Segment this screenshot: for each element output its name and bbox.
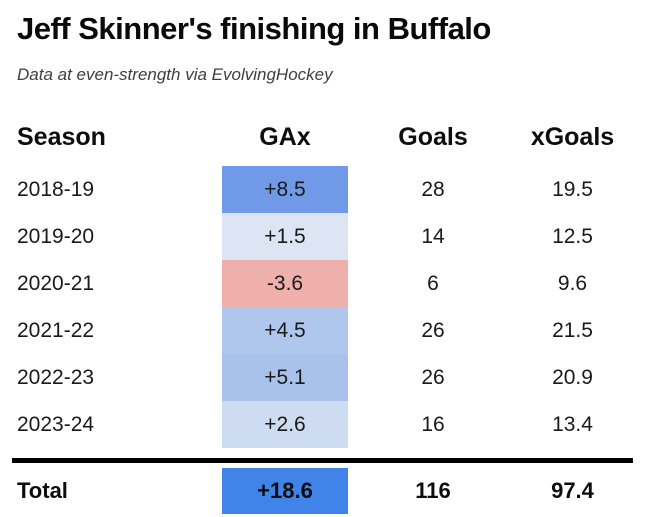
season-cell: 2022-23 xyxy=(17,365,95,389)
total-label: Total xyxy=(17,478,68,503)
season-cell: 2020-21 xyxy=(17,271,95,295)
season-cell: 2018-19 xyxy=(17,177,95,201)
xgoals-cell: 19.5 xyxy=(552,177,593,201)
column-header-xgoals: xGoals xyxy=(530,122,615,151)
gax-cell: -3.6 xyxy=(222,260,348,307)
column-header-gax: GAx xyxy=(259,122,311,151)
gax-cell: +2.6 xyxy=(222,401,348,448)
xgoals-cell: 12.5 xyxy=(552,224,593,248)
total-xgoals-cell: 97.4 xyxy=(551,478,594,503)
page-title: Jeff Skinner's finishing in Buffalo xyxy=(17,11,491,46)
total-goals-cell: 116 xyxy=(415,478,451,503)
total-gax-cell: +18.6 xyxy=(222,468,348,514)
xgoals-cell: 9.6 xyxy=(557,271,588,295)
gax-cell: +8.5 xyxy=(222,166,348,213)
stats-table: Season GAx Goals xGoals 2018-19 +8.5 28 … xyxy=(12,108,644,514)
xgoals-cell: 13.4 xyxy=(552,412,593,436)
xgoals-cell: 20.9 xyxy=(552,365,593,389)
goals-cell: 26 xyxy=(421,365,445,389)
season-cell: 2021-22 xyxy=(17,318,95,342)
season-cell: 2023-24 xyxy=(17,412,95,436)
column-header-season: Season xyxy=(17,122,106,151)
subtitle: Data at even-strength via EvolvingHockey xyxy=(17,65,333,84)
goals-cell: 14 xyxy=(421,224,445,248)
season-cell: 2019-20 xyxy=(17,224,95,248)
goals-cell: 28 xyxy=(421,177,445,201)
column-header-goals: Goals xyxy=(398,122,468,151)
goals-cell: 6 xyxy=(427,271,439,295)
goals-cell: 16 xyxy=(421,412,445,436)
total-divider xyxy=(12,458,633,463)
gax-cell: +5.1 xyxy=(222,354,348,401)
gax-cell: +4.5 xyxy=(222,307,348,354)
gax-cell: +1.5 xyxy=(222,213,348,260)
xgoals-cell: 21.5 xyxy=(552,318,593,342)
goals-cell: 26 xyxy=(421,318,445,342)
